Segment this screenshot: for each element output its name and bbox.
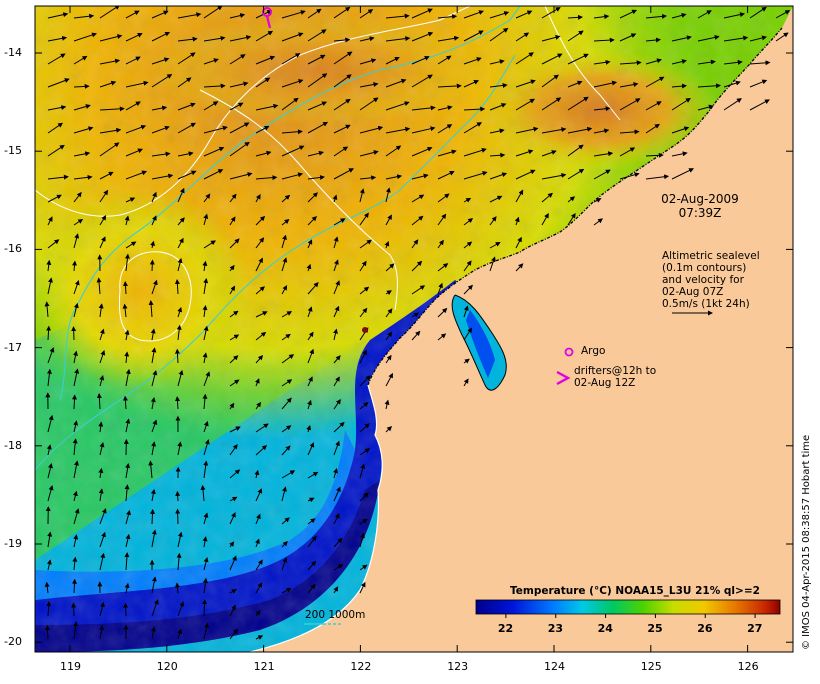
copyright-credit: © IMOS 04-Apr-2015 08:38:57 Hobart time [801,435,812,650]
altimetry-legend-line: 02-Aug 07Z [662,286,760,298]
x-tick-label: 119 [60,660,81,673]
velocity-arrow [74,327,75,340]
y-tick-label: -15 [4,144,22,157]
velocity-arrow [74,580,75,593]
colorbar-tick-label: 27 [747,622,762,635]
velocity-arrow [73,604,74,617]
x-tick-label: 125 [641,660,662,673]
velocity-arrow [74,395,75,409]
x-tick-label: 122 [350,660,371,673]
map-time: 07:39Z [645,206,755,220]
velocity-arrow [152,510,153,524]
colorbar-tick-label: 23 [548,622,563,635]
y-tick-label: -20 [4,635,22,648]
colorbar [476,600,780,614]
velocity-arrow [152,261,153,272]
velocity-arrow [178,510,179,524]
sea-surface-temperature-layer [30,6,793,652]
bathymetry-legend-label: 200 1000m [305,609,365,621]
y-tick-label: -17 [4,341,22,354]
altimetry-legend: Altimetric sealevel (0.1m contours) and … [662,250,760,310]
reef-marker [362,327,368,333]
colorbar-title: Temperature (°C) NOAA15_L3U 21% ql>=2 [510,585,760,597]
x-tick-label: 121 [254,660,275,673]
x-tick-label: 124 [544,660,565,673]
drifters-legend-line: 02-Aug 12Z [574,377,656,389]
map-datetime: 02-Aug-2009 07:39Z [645,192,755,220]
colorbar-tick-label: 24 [598,622,613,635]
velocity-arrow [125,604,126,616]
colorbar-tick-label: 22 [498,622,513,635]
argo-legend-label: Argo [581,345,605,357]
y-tick-label: -14 [4,46,22,59]
velocity-arrow [204,600,205,616]
map-date: 02-Aug-2009 [645,192,755,206]
drifters-legend-line: drifters@12h to [574,365,656,377]
x-tick-label: 123 [447,660,468,673]
y-tick-label: -16 [4,242,22,255]
y-tick-label: -18 [4,439,22,452]
altimetry-legend-line: and velocity for [662,274,760,286]
altimetry-legend-line: 0.5m/s (1kt 24h) [662,298,760,310]
velocity-arrow [177,492,178,501]
drifters-legend: drifters@12h to 02-Aug 12Z [574,365,656,389]
altimetry-legend-line: (0.1m contours) [662,262,760,274]
x-tick-label: 126 [738,660,759,673]
y-tick-label: -19 [4,537,22,550]
colorbar-tick-label: 25 [647,622,662,635]
altimetry-legend-line: Altimetric sealevel [662,250,760,262]
velocity-arrow [47,626,48,639]
x-tick-label: 120 [157,660,178,673]
colorbar-tick-label: 26 [697,622,712,635]
